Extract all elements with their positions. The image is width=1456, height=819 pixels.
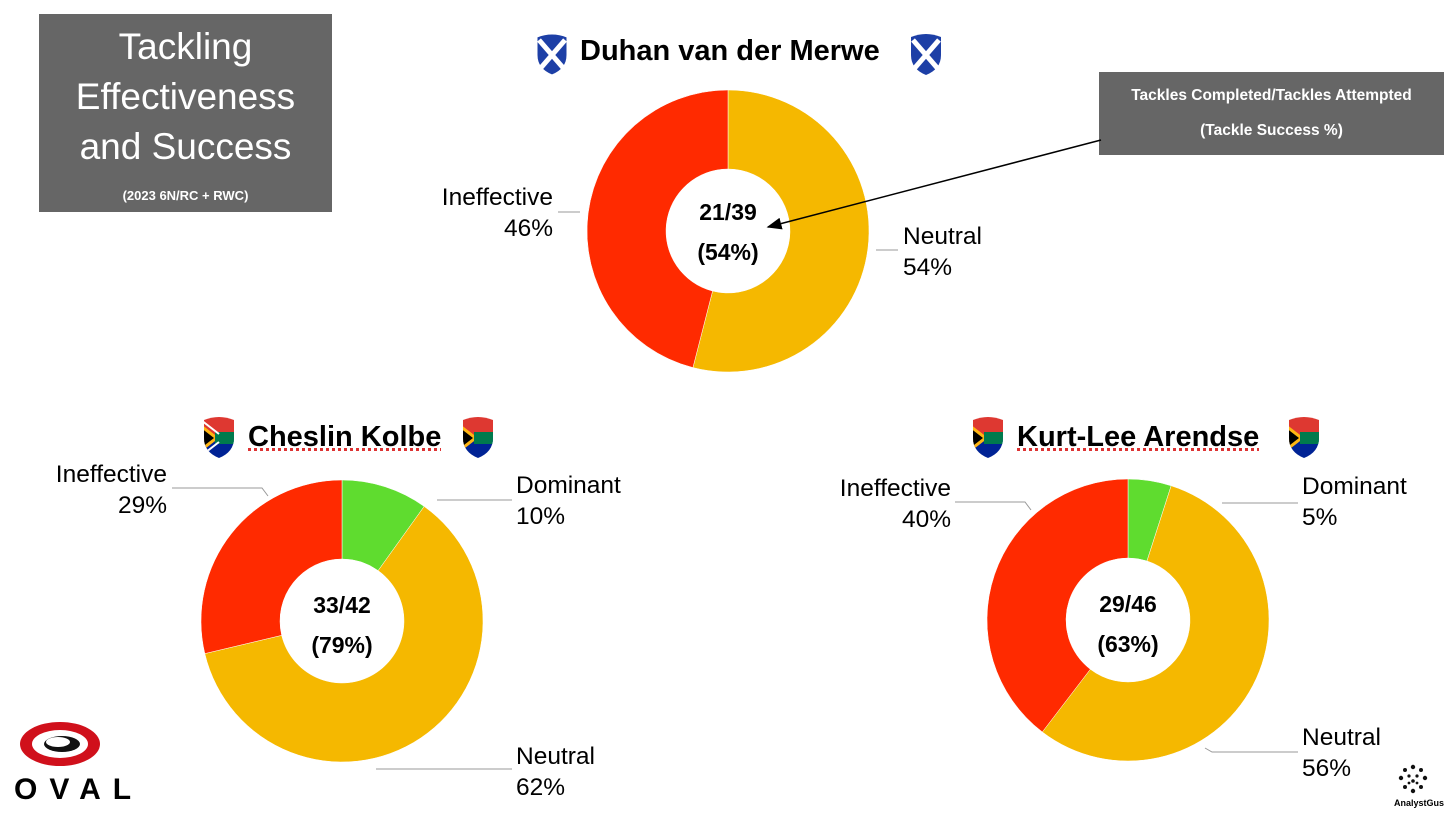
title-line-3: and Success — [79, 126, 292, 167]
center-fraction: 21/39 — [699, 199, 757, 225]
label-percent: 29% — [117, 492, 167, 519]
label-percent: 62% — [516, 774, 566, 801]
analystgus-logo-icon — [1398, 764, 1428, 794]
title-box: Tackling Effectiveness and Success (2023… — [39, 14, 332, 212]
explainer-line-2: (Tackle Success %) — [1200, 122, 1343, 139]
label-name: Dominant — [516, 472, 621, 499]
label-percent: 10% — [516, 503, 566, 530]
center-percent: (63%) — [1097, 631, 1159, 657]
south-africa-flag-icon — [463, 417, 493, 458]
leader-lines — [172, 211, 1298, 770]
explainer-arrow — [766, 139, 1102, 230]
explainer-line-1: Tackles Completed/Tackles Attempted — [1131, 87, 1412, 104]
label-name: Neutral — [903, 223, 982, 250]
slice-neutral — [204, 506, 484, 763]
oval-brand-text: OVAL — [14, 773, 144, 806]
title-line-2: Effectiveness — [75, 76, 296, 117]
explainer-box: Tackles Completed/Tackles Attempted (Tac… — [1099, 72, 1444, 155]
label-percent: 40% — [901, 506, 951, 533]
label-name: Neutral — [516, 743, 595, 770]
label-neutral-arendse: Neutral 56% — [1302, 722, 1381, 784]
label-percent: 54% — [903, 254, 953, 281]
slice-neutral — [692, 89, 870, 373]
player-name-duhan: Duhan van der Merwe — [580, 35, 880, 67]
slice-ineffective — [200, 479, 343, 654]
center-percent: (54%) — [697, 239, 759, 265]
leader-line — [955, 501, 1032, 511]
label-percent: 56% — [1302, 755, 1352, 782]
label-ineffective-kolbe: Ineffective 29% — [20, 459, 167, 521]
south-africa-flag-icon — [1289, 417, 1319, 458]
oval-logo-icon — [20, 722, 100, 766]
player-name-arendse: Kurt-Lee Arendse — [1017, 421, 1260, 453]
donut-chart-kolbe — [200, 479, 484, 763]
label-neutral-kolbe: Neutral 62% — [516, 741, 595, 803]
center-fraction: 33/42 — [313, 592, 371, 618]
leader-line — [172, 487, 269, 497]
label-dominant-kolbe: Dominant 10% — [516, 470, 621, 532]
title-line-1: Tackling — [118, 26, 253, 67]
player-name-kolbe: Cheslin Kolbe — [248, 421, 442, 453]
title-subtitle: (2023 6N/RC + RWC) — [122, 188, 249, 203]
scotland-flag-icon — [536, 33, 568, 76]
center-text-kolbe: 33/42 (79%) — [282, 585, 402, 665]
label-percent: 5% — [1302, 504, 1338, 531]
label-percent: 46% — [503, 215, 553, 242]
south-africa-flag-icon — [973, 417, 1003, 458]
label-ineffective-duhan: Ineffective 46% — [400, 182, 553, 244]
center-percent: (79%) — [311, 632, 373, 658]
slice-ineffective — [986, 478, 1129, 733]
label-dominant-arendse: Dominant 5% — [1302, 471, 1407, 533]
south-africa-flag-icon — [204, 417, 234, 458]
label-ineffective-arendse: Ineffective 40% — [790, 473, 951, 535]
label-name: Neutral — [1302, 724, 1381, 751]
center-text-duhan: 21/39 (54%) — [668, 192, 788, 272]
analystgus-text: AnalystGus — [1394, 798, 1445, 808]
label-name: Ineffective — [55, 461, 167, 488]
donut-chart-arendse — [986, 478, 1270, 762]
leader-line — [1204, 747, 1298, 753]
slice-neutral — [1041, 485, 1270, 762]
center-text-arendse: 29/46 (63%) — [1068, 584, 1188, 664]
slice-ineffective — [586, 89, 729, 368]
scotland-flag-icon — [911, 34, 941, 75]
label-name: Dominant — [1302, 473, 1407, 500]
donut-chart-duhan — [586, 89, 870, 373]
label-neutral-duhan: Neutral 54% — [903, 221, 982, 283]
label-name: Ineffective — [441, 184, 553, 211]
label-name: Ineffective — [839, 475, 951, 502]
center-fraction: 29/46 — [1099, 591, 1157, 617]
